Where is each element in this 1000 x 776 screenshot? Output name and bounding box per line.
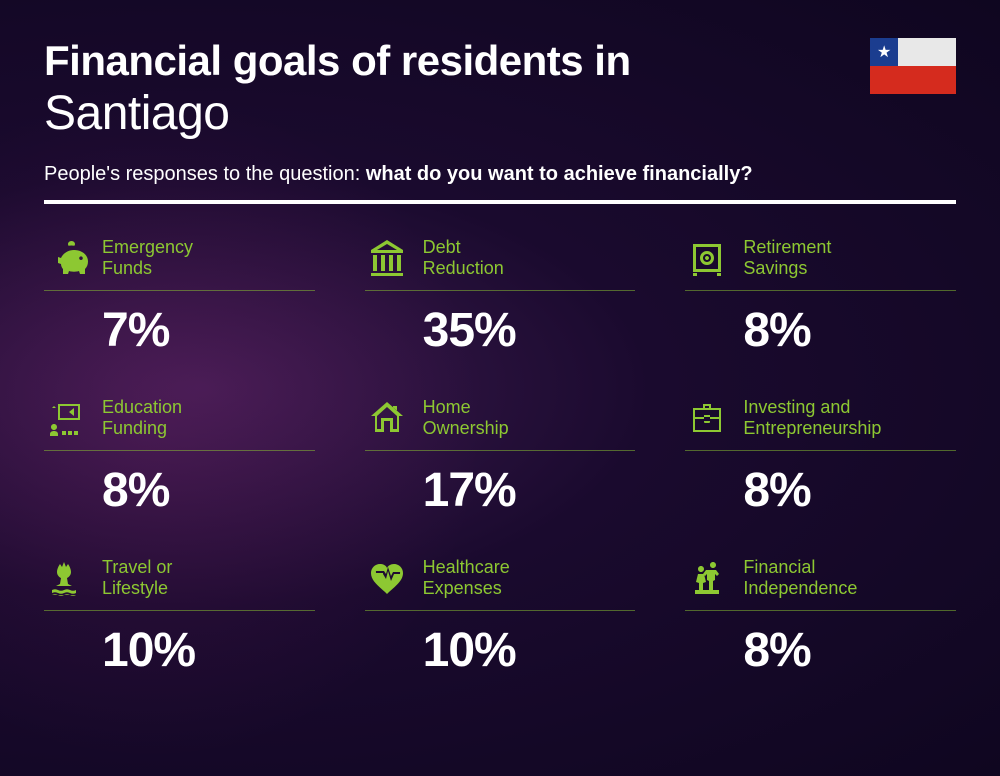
briefcase-icon [685, 396, 729, 440]
goal-item-head: EmergencyFunds [44, 236, 315, 291]
safe-icon [685, 236, 729, 280]
goal-value: 7% [44, 303, 315, 358]
goal-value: 8% [685, 463, 956, 518]
goal-value: 35% [365, 303, 636, 358]
goal-label: DebtReduction [423, 237, 504, 280]
goal-label: HomeOwnership [423, 397, 509, 440]
goal-label: Travel orLifestyle [102, 557, 172, 600]
goal-label: HealthcareExpenses [423, 557, 510, 600]
goal-item: Investing andEntrepreneurship 8% [685, 396, 956, 518]
goal-value: 17% [365, 463, 636, 518]
goal-label: Investing andEntrepreneurship [743, 397, 881, 440]
education-icon [44, 396, 88, 440]
healthcare-icon [365, 556, 409, 600]
goals-grid: EmergencyFunds 7% DebtReduction 35% Retireme… [44, 236, 956, 678]
goal-label: EducationFunding [102, 397, 182, 440]
goal-item: EducationFunding 8% [44, 396, 315, 518]
title-city: Santiago [44, 86, 956, 141]
goal-value: 10% [365, 623, 636, 678]
goal-item: RetirementSavings 8% [685, 236, 956, 358]
chile-flag-icon: ★ [870, 38, 956, 94]
independence-icon [685, 556, 729, 600]
goal-value: 8% [44, 463, 315, 518]
goal-item-head: RetirementSavings [685, 236, 956, 291]
goal-item: EmergencyFunds 7% [44, 236, 315, 358]
goal-item: DebtReduction 35% [365, 236, 636, 358]
goal-item-head: HomeOwnership [365, 396, 636, 451]
goal-item-head: FinancialIndependence [685, 556, 956, 611]
bank-icon [365, 236, 409, 280]
goal-item: Travel orLifestyle 10% [44, 556, 315, 678]
goal-label: FinancialIndependence [743, 557, 857, 600]
goal-label: EmergencyFunds [102, 237, 193, 280]
subtitle-bold: what do you want to achieve financially? [366, 163, 753, 185]
subtitle: People's responses to the question: what… [44, 163, 956, 186]
goal-item: FinancialIndependence 8% [685, 556, 956, 678]
goal-item-head: EducationFunding [44, 396, 315, 451]
goal-item: HealthcareExpenses 10% [365, 556, 636, 678]
goal-item-head: Travel orLifestyle [44, 556, 315, 611]
goal-label: RetirementSavings [743, 237, 831, 280]
goal-value: 8% [685, 623, 956, 678]
divider [44, 200, 956, 204]
title-line1: Financial goals of residents in [44, 38, 956, 84]
goal-value: 8% [685, 303, 956, 358]
home-icon [365, 396, 409, 440]
travel-icon [44, 556, 88, 600]
goal-value: 10% [44, 623, 315, 678]
subtitle-prefix: People's responses to the question: [44, 163, 366, 185]
goal-item-head: DebtReduction [365, 236, 636, 291]
goal-item-head: HealthcareExpenses [365, 556, 636, 611]
header: ★ Financial goals of residents in Santia… [44, 38, 956, 204]
goal-item: HomeOwnership 17% [365, 396, 636, 518]
flag-star: ★ [870, 38, 898, 66]
goal-item-head: Investing andEntrepreneurship [685, 396, 956, 451]
piggy-bank-icon [44, 236, 88, 280]
